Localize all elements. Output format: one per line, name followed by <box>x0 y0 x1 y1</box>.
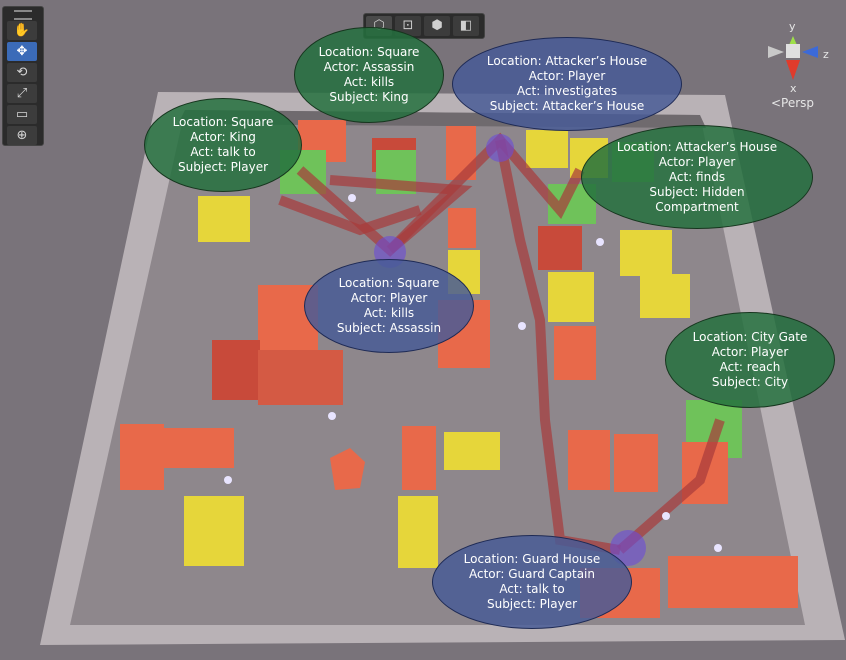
event-act: Act: talk to <box>190 145 256 159</box>
rotate-icon[interactable]: ⟲ <box>7 63 37 82</box>
building <box>330 448 365 490</box>
cube-outline-icon[interactable]: ⬢ <box>424 16 450 36</box>
gizmo-z-label: z <box>823 48 829 61</box>
transform-toolbar: ✋ ✥ ⟲ ⤢ ▭ ⊕ <box>2 6 44 146</box>
event-actor: Actor: King <box>190 130 256 144</box>
event-actor: Actor: Player <box>528 69 606 83</box>
actor-marker <box>662 512 670 520</box>
building <box>568 430 610 490</box>
event-location: Location: Attacker’s House <box>616 139 778 154</box>
event-actor: Actor: Player <box>711 345 789 359</box>
building <box>448 208 476 248</box>
gizmo-x-label: x <box>790 82 797 95</box>
event-subject: Subject: Player <box>486 597 578 611</box>
actor-marker <box>596 238 604 246</box>
building <box>120 424 164 490</box>
event-act: Act: talk to <box>499 582 565 596</box>
building <box>620 230 672 276</box>
scale-icon[interactable]: ⤢ <box>7 84 37 103</box>
building <box>444 432 500 470</box>
hand-icon[interactable]: ✋ <box>7 21 37 40</box>
event-bubble-city-gate-reach[interactable]: Location: City Gate Actor: Player Act: r… <box>665 312 835 408</box>
event-location: Location: Square <box>318 45 420 59</box>
event-bubble-square-player-kills[interactable]: Location: Square Actor: Player Act: kill… <box>304 259 474 353</box>
event-actor: Actor: Assassin <box>323 60 415 74</box>
event-location: Location: Square <box>338 276 440 290</box>
actor-marker <box>328 412 336 420</box>
move-icon[interactable]: ✥ <box>7 42 37 61</box>
event-actor: Actor: Player <box>658 154 736 169</box>
building <box>614 434 658 492</box>
location-marker <box>486 134 514 162</box>
event-location: Location: City Gate <box>692 330 808 344</box>
transform-icon[interactable]: ⊕ <box>7 126 37 145</box>
perspective-label[interactable]: <Persp <box>771 96 815 110</box>
event-bubble-attackers-house-finds[interactable]: Location: Attacker’s House Actor: Player… <box>581 125 813 229</box>
event-act: Act: finds <box>668 169 726 184</box>
toolbar-grip[interactable] <box>14 10 32 20</box>
event-subject: Subject: Assassin <box>336 321 442 335</box>
event-act: Act: investigates <box>516 84 618 98</box>
building <box>162 428 234 468</box>
building <box>402 426 436 490</box>
event-subject: Subject: City <box>711 375 789 389</box>
building <box>212 340 260 400</box>
event-actor: Actor: Guard Captain <box>469 567 595 581</box>
event-bubble-attackers-house-investigates[interactable]: Location: Attacker’s House Actor: Player… <box>452 37 682 131</box>
event-act: Act: kills <box>363 306 415 320</box>
location-marker <box>610 530 646 566</box>
building <box>184 496 244 566</box>
event-subject: Subject: King <box>329 90 409 104</box>
event-actor: Actor: Player <box>350 291 428 305</box>
cube-shaded-icon[interactable]: ◧ <box>453 16 479 36</box>
building <box>548 272 594 322</box>
orientation-gizmo[interactable]: y x z <box>768 20 829 95</box>
rect-icon[interactable]: ▭ <box>7 105 37 124</box>
event-location: Location: Attacker’s House <box>486 54 648 68</box>
building <box>398 496 438 568</box>
event-bubble-guard-house-talk[interactable]: Location: Guard House Actor: Guard Capta… <box>432 535 632 629</box>
event-bubble-square-assassin-kills[interactable]: Location: Square Actor: Assassin Act: ki… <box>294 27 444 123</box>
actor-marker <box>348 194 356 202</box>
event-location: Location: Square <box>172 115 274 129</box>
building <box>640 274 690 318</box>
building <box>668 556 798 608</box>
building <box>198 196 250 242</box>
event-subject: Subject: Hidden <box>649 184 745 199</box>
building <box>538 226 582 270</box>
gizmo-y-label: y <box>789 20 796 33</box>
event-act: Act: reach <box>719 360 781 374</box>
event-subject: Subject: Attacker’s House <box>489 99 645 113</box>
event-subject-continued: Compartment <box>655 199 739 214</box>
event-location: Location: Guard House <box>463 552 601 566</box>
building <box>554 326 596 380</box>
building <box>526 130 568 168</box>
actor-marker <box>518 322 526 330</box>
event-subject: Subject: Player <box>177 160 269 174</box>
event-act: Act: kills <box>343 75 395 89</box>
actor-marker <box>224 476 232 484</box>
event-bubble-square-king-talk[interactable]: Location: Square Actor: King Act: talk t… <box>144 98 302 192</box>
building <box>258 350 343 405</box>
actor-marker <box>714 544 722 552</box>
